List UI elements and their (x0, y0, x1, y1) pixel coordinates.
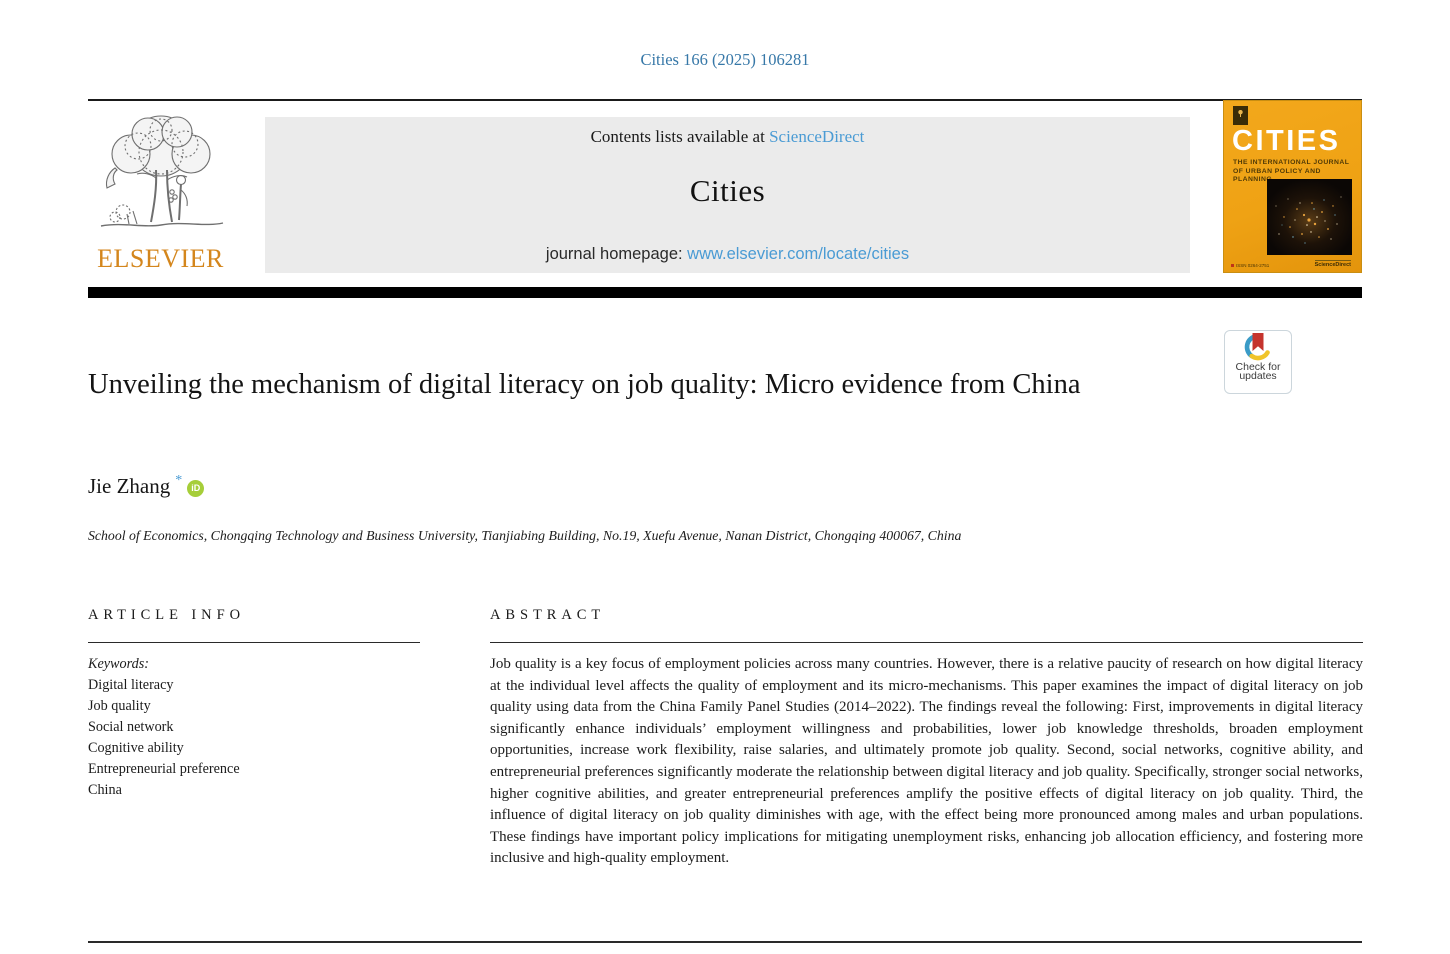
cover-elsevier-mark-icon (1233, 106, 1248, 125)
keyword-item: Entrepreneurial preference (88, 761, 240, 777)
homepage-link[interactable]: www.elsevier.com/locate/cities (687, 245, 910, 263)
cover-city-image (1267, 179, 1352, 255)
keywords-block: Keywords: Digital literacy Job quality S… (88, 654, 428, 801)
contents-line: Contents lists available at ScienceDirec… (265, 127, 1190, 147)
elsevier-tree-icon (100, 115, 223, 227)
cover-subtitle: THE INTERNATIONAL JOURNAL OF URBAN POLIC… (1233, 159, 1350, 183)
journal-name: Cities (689, 173, 766, 208)
crossmark-label-line1: Check for (1235, 361, 1281, 373)
crossmark-label-line2: updates (1239, 370, 1277, 382)
elsevier-wordmark: ELSEVIER (97, 244, 224, 273)
check-for-updates-badge[interactable]: Check for updates (1224, 330, 1292, 394)
cover-issn: ISSN 0264-2751 (1231, 263, 1269, 268)
cover-title: CITIES (1232, 125, 1341, 157)
crossmark-icon (1244, 333, 1270, 361)
journal-citation: Cities 166 (2025) 106281 (640, 50, 810, 69)
abstract-rule (490, 642, 1363, 644)
author-name[interactable]: Jie Zhang (88, 474, 171, 498)
author-line: Jie Zhang * iD (88, 473, 205, 499)
journal-cover[interactable]: CITIES THE INTERNATIONAL JOURNAL OF URBA… (1223, 100, 1362, 273)
keyword-item: Digital literacy (88, 677, 174, 693)
article-title: Unveiling the mechanism of digital liter… (88, 369, 1081, 400)
cover-sciencedirect-label: ScienceDirect (1314, 259, 1351, 268)
abstract-text: Job quality is a key focus of employment… (490, 656, 1363, 867)
top-rule (88, 99, 1362, 101)
article-info-rule (88, 642, 420, 644)
article-info-heading: ARTICLE INFO (88, 607, 245, 623)
homepage-prefix: journal homepage: (545, 245, 688, 263)
keyword-item: Job quality (88, 698, 151, 714)
keyword-item: Cognitive ability (88, 740, 184, 756)
elsevier-logo[interactable]: ELSEVIER (88, 108, 233, 274)
contents-prefix: Contents lists available at (590, 127, 770, 146)
keywords-label: Keywords: (88, 656, 149, 672)
corresponding-author-mark[interactable]: * (175, 473, 183, 488)
author-affiliation: School of Economics, Chongqing Technolog… (88, 528, 962, 543)
abstract-heading: ABSTRACT (490, 607, 606, 623)
header-divider-bar (88, 287, 1362, 298)
keyword-item: Social network (88, 719, 174, 735)
orcid-icon[interactable]: iD (187, 480, 205, 497)
homepage-line: journal homepage: www.elsevier.com/locat… (265, 245, 1190, 264)
bottom-rule (88, 941, 1362, 943)
keyword-item: China (88, 782, 122, 798)
journal-masthead: Contents lists available at ScienceDirec… (265, 117, 1190, 273)
sciencedirect-link[interactable]: ScienceDirect (769, 127, 865, 146)
